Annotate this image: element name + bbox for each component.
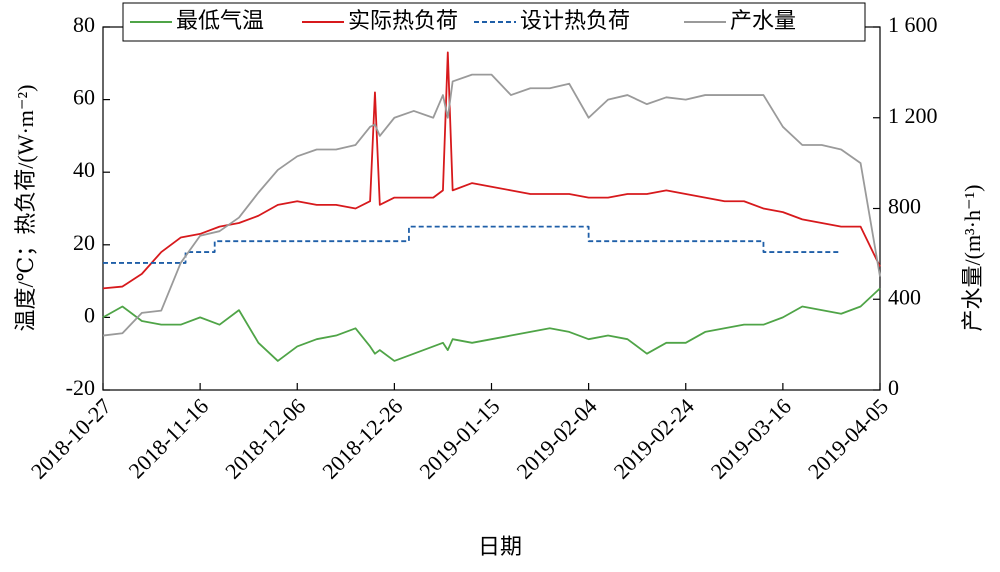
- series-line: [102, 287, 881, 362]
- series-line: [102, 73, 881, 337]
- series-line: [102, 51, 881, 290]
- series-line: [103, 225, 842, 264]
- x-tick-label: 2019-02-24: [609, 393, 699, 483]
- y2-tick-label: 1 600: [888, 12, 938, 37]
- y-tick-label: 0: [84, 302, 95, 327]
- x-tick-label: 2018-10-27: [26, 393, 116, 483]
- y-tick-label: 60: [73, 85, 95, 110]
- x-tick-label: 2019-03-16: [706, 393, 796, 483]
- y-tick-label: 20: [73, 230, 95, 255]
- y-tick-label: 40: [73, 157, 95, 182]
- x-tick-label: 2019-04-05: [803, 393, 893, 483]
- x-tick-label: 2018-12-06: [220, 393, 310, 483]
- x-tick-label: 2019-01-15: [414, 393, 504, 483]
- y2-axis-title: 产水量/(m³·h⁻¹): [960, 184, 985, 331]
- y2-tick-label: 400: [888, 284, 921, 309]
- y-tick-label: 80: [73, 12, 95, 37]
- legend-label: 实际热负荷: [348, 8, 458, 33]
- legend-label: 设计热负荷: [520, 8, 630, 33]
- legend-label: 产水量: [730, 8, 796, 33]
- y2-tick-label: 0: [888, 375, 899, 400]
- y2-tick-label: 800: [888, 194, 921, 219]
- x-tick-label: 2018-11-16: [124, 393, 214, 483]
- y-axis-title: 温度/℃；热负荷/(W·m⁻²): [13, 85, 38, 332]
- x-axis-title: 日期: [478, 534, 522, 559]
- legend-label: 最低气温: [176, 8, 264, 33]
- y-tick-label: -20: [66, 375, 95, 400]
- legend-box: [122, 2, 866, 42]
- x-tick-label: 2019-02-04: [511, 393, 601, 483]
- y2-tick-label: 1 200: [888, 103, 938, 128]
- x-tick-label: 2018-12-26: [317, 393, 407, 483]
